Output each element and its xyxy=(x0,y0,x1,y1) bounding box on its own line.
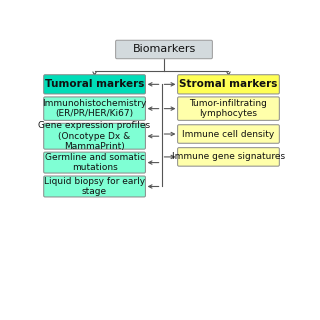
FancyBboxPatch shape xyxy=(44,152,145,173)
FancyBboxPatch shape xyxy=(44,97,145,120)
Text: Tumoral markers: Tumoral markers xyxy=(45,79,144,89)
Text: Stromal markers: Stromal markers xyxy=(179,79,278,89)
Text: Liquid biopsy for early
stage: Liquid biopsy for early stage xyxy=(44,177,145,196)
FancyBboxPatch shape xyxy=(178,125,279,143)
Text: Biomarkers: Biomarkers xyxy=(132,44,196,54)
FancyBboxPatch shape xyxy=(178,97,279,120)
Text: Gene expression profiles
(Oncotype Dx &
MammaPrint): Gene expression profiles (Oncotype Dx & … xyxy=(38,121,151,151)
Text: Tumor-infiltrating
lymphocytes: Tumor-infiltrating lymphocytes xyxy=(189,99,268,118)
FancyBboxPatch shape xyxy=(44,123,145,149)
Text: Germline and somatic
mutations: Germline and somatic mutations xyxy=(44,153,145,172)
FancyBboxPatch shape xyxy=(44,75,145,94)
Text: Immune gene signatures: Immune gene signatures xyxy=(172,152,285,161)
Text: Immunohistochemistry
(ER/PR/HER/Ki67): Immunohistochemistry (ER/PR/HER/Ki67) xyxy=(42,99,147,118)
FancyBboxPatch shape xyxy=(178,148,279,166)
Text: Immune cell density: Immune cell density xyxy=(182,130,275,139)
FancyBboxPatch shape xyxy=(178,75,279,94)
FancyBboxPatch shape xyxy=(116,40,212,59)
FancyBboxPatch shape xyxy=(44,176,145,197)
